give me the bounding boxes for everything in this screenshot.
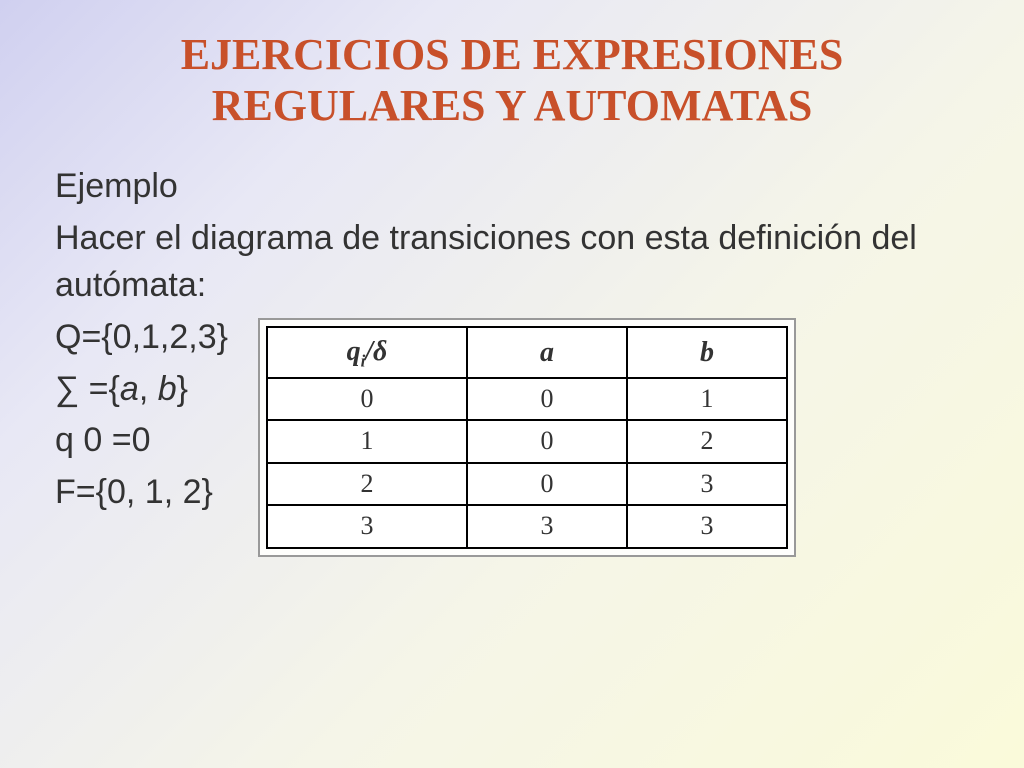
transition-table: qi/δ a b 0 0 1 1: [266, 326, 788, 549]
cell-a: 3: [467, 505, 627, 547]
cell-a: 0: [467, 420, 627, 462]
sigma-close: }: [177, 370, 188, 408]
slide-content: Ejemplo Hacer el diagrama de transicione…: [55, 163, 969, 556]
instruction-text: Hacer el diagrama de transiciones con es…: [55, 215, 969, 310]
table-row: 3 3 3: [267, 505, 787, 547]
table-row: 0 0 1: [267, 378, 787, 420]
cell-state: 1: [267, 420, 467, 462]
cell-b: 3: [627, 463, 787, 505]
cell-state: 3: [267, 505, 467, 547]
cell-b: 1: [627, 378, 787, 420]
sigma-sep: ,: [139, 370, 158, 408]
def-Q: Q={0,1,2,3}: [55, 314, 228, 362]
cell-b: 2: [627, 420, 787, 462]
cell-state: 2: [267, 463, 467, 505]
table-row: 2 0 3: [267, 463, 787, 505]
transition-table-wrap: qi/δ a b 0 0 1 1: [258, 318, 796, 557]
sigma-prefix: ∑ =: [55, 370, 109, 408]
cell-b: 3: [627, 505, 787, 547]
header-q: q: [347, 336, 361, 367]
header-a: a: [467, 327, 627, 378]
header-state: qi/δ: [267, 327, 467, 378]
sigma-open: {: [109, 370, 120, 408]
table-header-row: qi/δ a b: [267, 327, 787, 378]
cell-state: 0: [267, 378, 467, 420]
def-q0: q 0 =0: [55, 417, 228, 465]
slide-container: EJERCICIOS DE EXPRESIONES REGULARES Y AU…: [0, 0, 1024, 587]
definitions-block: Q={0,1,2,3} ∑ ={a, b} q 0 =0 F={0, 1, 2}: [55, 314, 228, 520]
cell-a: 0: [467, 463, 627, 505]
lower-section: Q={0,1,2,3} ∑ ={a, b} q 0 =0 F={0, 1, 2}…: [55, 314, 969, 557]
sigma-a: a: [120, 370, 139, 408]
slide-title: EJERCICIOS DE EXPRESIONES REGULARES Y AU…: [55, 30, 969, 131]
header-b: b: [627, 327, 787, 378]
sigma-b: b: [158, 370, 177, 408]
cell-a: 0: [467, 378, 627, 420]
table-row: 1 0 2: [267, 420, 787, 462]
header-slash-delta: /δ: [365, 336, 387, 367]
example-label: Ejemplo: [55, 163, 969, 211]
def-sigma: ∑ ={a, b}: [55, 366, 228, 414]
def-F: F={0, 1, 2}: [55, 469, 228, 517]
